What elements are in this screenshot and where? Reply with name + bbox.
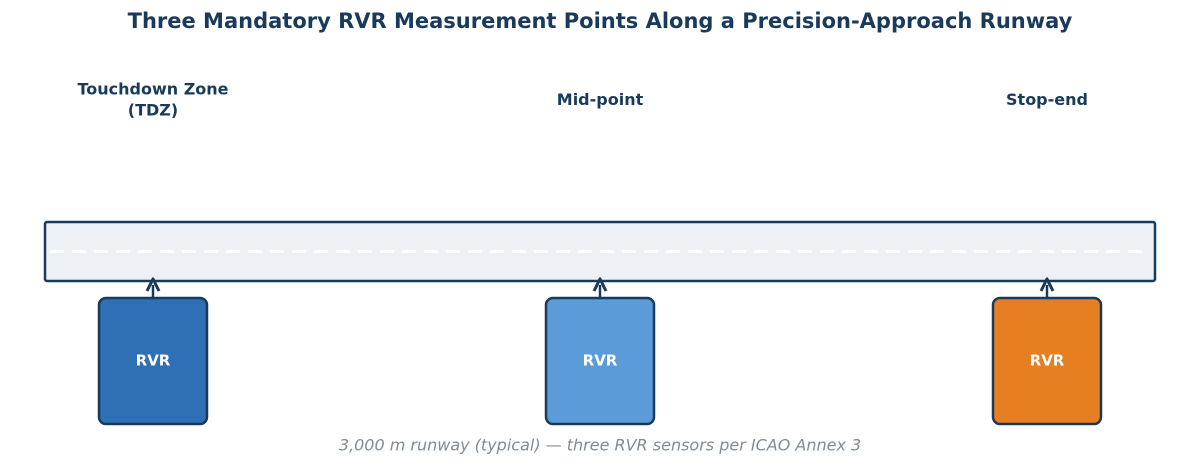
point-label: Mid-point	[557, 90, 644, 109]
caption: 3,000 m runway (typical) — three RVR sen…	[339, 436, 861, 455]
point-label: Touchdown Zone (TDZ)	[77, 79, 228, 119]
sensor-box	[544, 296, 656, 426]
sensor-label: RVR	[1030, 352, 1065, 370]
sensor-box	[991, 296, 1103, 426]
sensor-label: RVR	[583, 352, 618, 370]
title: Three Mandatory RVR Measurement Points A…	[128, 9, 1073, 33]
point-label: Stop-end	[1006, 90, 1088, 109]
sensor-box	[97, 296, 209, 426]
sensor-label: RVR	[136, 352, 171, 370]
